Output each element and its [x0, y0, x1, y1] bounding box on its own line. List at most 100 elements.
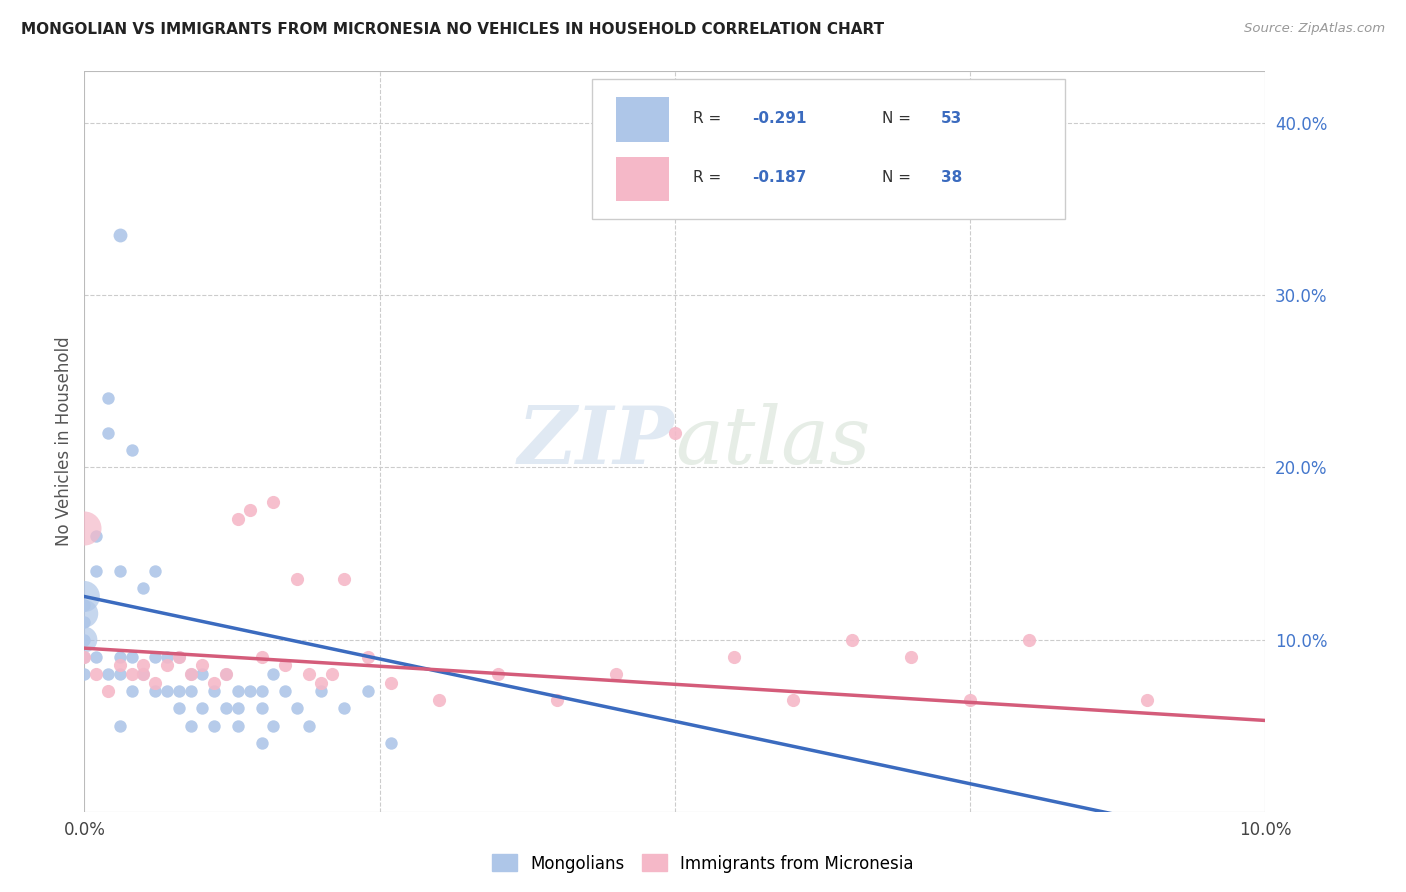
- Legend: Mongolians, Immigrants from Micronesia: Mongolians, Immigrants from Micronesia: [486, 847, 920, 880]
- Point: [143, 564, 166, 578]
- Text: N =: N =: [882, 169, 915, 185]
- Text: 53: 53: [941, 111, 962, 126]
- Point: [274, 684, 297, 698]
- Point: [108, 658, 131, 673]
- Point: [333, 701, 356, 715]
- Point: [226, 684, 249, 698]
- Point: [84, 649, 107, 664]
- Point: [274, 658, 297, 673]
- Point: [191, 701, 214, 715]
- Bar: [616, 156, 669, 201]
- Point: [108, 649, 131, 664]
- Point: [380, 736, 402, 750]
- Point: [1018, 632, 1040, 647]
- Point: [298, 667, 321, 681]
- Point: [108, 564, 131, 578]
- Point: [262, 718, 284, 732]
- Point: [380, 675, 402, 690]
- Point: [143, 675, 166, 690]
- Point: [132, 667, 155, 681]
- Point: [309, 675, 332, 690]
- Point: [97, 684, 120, 698]
- Point: [486, 667, 509, 681]
- FancyBboxPatch shape: [592, 78, 1064, 219]
- Text: atlas: atlas: [675, 403, 870, 480]
- Point: [191, 667, 214, 681]
- Point: [202, 675, 225, 690]
- Text: Source: ZipAtlas.com: Source: ZipAtlas.com: [1244, 22, 1385, 36]
- Point: [298, 718, 321, 732]
- Point: [262, 667, 284, 681]
- Point: [239, 503, 262, 517]
- Point: [723, 649, 745, 664]
- Point: [108, 718, 131, 732]
- Point: [73, 607, 96, 621]
- Point: [841, 632, 863, 647]
- Point: [97, 425, 120, 440]
- Point: [664, 425, 686, 440]
- Point: [546, 693, 568, 707]
- Point: [156, 658, 179, 673]
- Point: [167, 649, 190, 664]
- Point: [167, 649, 190, 664]
- Point: [250, 684, 273, 698]
- Point: [226, 701, 249, 715]
- Point: [143, 649, 166, 664]
- Point: [73, 667, 96, 681]
- Point: [215, 667, 238, 681]
- Point: [156, 684, 179, 698]
- Point: [180, 667, 202, 681]
- Point: [73, 598, 96, 612]
- Text: N =: N =: [882, 111, 915, 126]
- Text: MONGOLIAN VS IMMIGRANTS FROM MICRONESIA NO VEHICLES IN HOUSEHOLD CORRELATION CHA: MONGOLIAN VS IMMIGRANTS FROM MICRONESIA …: [21, 22, 884, 37]
- Point: [84, 529, 107, 543]
- Point: [167, 684, 190, 698]
- Point: [121, 667, 143, 681]
- Point: [73, 632, 96, 647]
- Point: [262, 495, 284, 509]
- Point: [143, 684, 166, 698]
- Text: ZIP: ZIP: [517, 403, 675, 480]
- Point: [427, 693, 450, 707]
- Point: [97, 392, 120, 406]
- Point: [250, 649, 273, 664]
- Point: [285, 572, 308, 586]
- Point: [180, 718, 202, 732]
- Point: [309, 684, 332, 698]
- Point: [180, 667, 202, 681]
- Point: [108, 667, 131, 681]
- Point: [132, 667, 155, 681]
- Point: [250, 736, 273, 750]
- Point: [215, 701, 238, 715]
- Point: [121, 684, 143, 698]
- Point: [782, 693, 804, 707]
- Point: [73, 649, 96, 664]
- Point: [239, 684, 262, 698]
- Point: [900, 649, 922, 664]
- Point: [73, 615, 96, 630]
- Point: [73, 521, 96, 535]
- Point: [156, 649, 179, 664]
- Point: [285, 701, 308, 715]
- Text: R =: R =: [693, 169, 725, 185]
- Point: [84, 667, 107, 681]
- Point: [180, 684, 202, 698]
- Text: -0.291: -0.291: [752, 111, 806, 126]
- Point: [605, 667, 627, 681]
- Text: 38: 38: [941, 169, 962, 185]
- Point: [132, 581, 155, 595]
- Point: [167, 701, 190, 715]
- Point: [1136, 693, 1159, 707]
- Text: -0.187: -0.187: [752, 169, 806, 185]
- Point: [333, 572, 356, 586]
- Point: [84, 564, 107, 578]
- Point: [73, 649, 96, 664]
- Y-axis label: No Vehicles in Household: No Vehicles in Household: [55, 336, 73, 547]
- Point: [202, 684, 225, 698]
- Point: [959, 693, 981, 707]
- Point: [226, 512, 249, 526]
- Point: [73, 590, 96, 604]
- Point: [357, 649, 380, 664]
- Text: R =: R =: [693, 111, 725, 126]
- Point: [321, 667, 343, 681]
